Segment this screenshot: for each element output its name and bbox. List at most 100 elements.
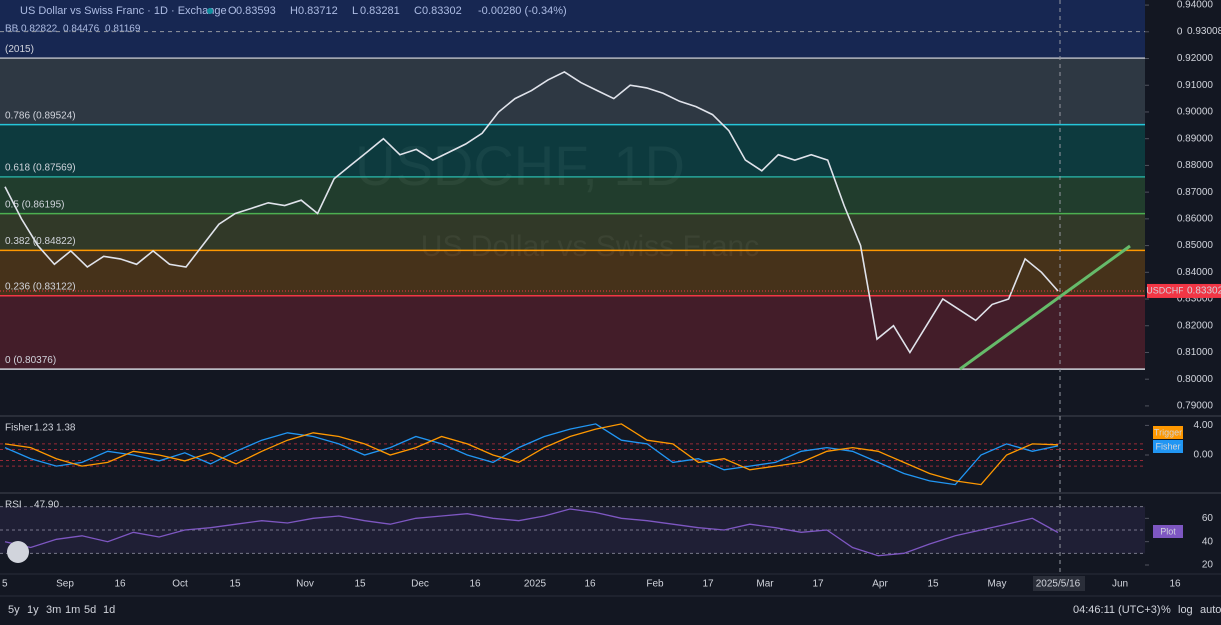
- y-tick-label: 0.79000: [1177, 401, 1214, 412]
- x-tick-label: May: [988, 579, 1007, 590]
- scale-option[interactable]: log: [1178, 604, 1193, 616]
- x-tick-label: 5: [2, 579, 8, 590]
- range-button[interactable]: 5d: [84, 604, 96, 616]
- legend-value: 1.23: [34, 423, 54, 434]
- fib-zone: [0, 124, 1145, 177]
- y-tick-label: 0.90000: [1177, 107, 1214, 118]
- legend-value: 47.90: [34, 500, 59, 511]
- x-tick-label: 15: [354, 579, 366, 590]
- x-tick-label: Jun: [1112, 579, 1128, 590]
- series-line: [4, 423, 1059, 486]
- trend-line: [959, 244, 1131, 371]
- y-tick-label: 0.94000: [1177, 0, 1214, 11]
- y-tick-label: 0.81000: [1177, 347, 1214, 358]
- fib-label: 0.618 (0.87569): [5, 163, 76, 174]
- y-tick-label: 60: [1202, 513, 1214, 524]
- x-tick-label: 16: [469, 579, 481, 590]
- legend-tag: [1153, 440, 1183, 453]
- scale-option[interactable]: auto: [1200, 604, 1221, 616]
- legend-name: Fisher: [1155, 441, 1180, 451]
- ohlc-value: 0.83712: [298, 5, 338, 17]
- fib-zone: [0, 58, 1145, 125]
- x-tick-label: 16: [1169, 579, 1181, 590]
- series-line: [4, 508, 1059, 557]
- price-tag: [1183, 283, 1221, 298]
- fib-zone: [0, 213, 1145, 251]
- ohlc-label: L: [352, 5, 358, 17]
- x-tick-label: 15: [229, 579, 241, 590]
- series-line: [4, 70, 1059, 355]
- y-tick-label: 0.86000: [1177, 213, 1214, 224]
- x-tick-label: Sep: [56, 579, 74, 590]
- range-button[interactable]: 1y: [27, 604, 39, 616]
- watermark: USDCHF, 1D: [355, 134, 685, 197]
- x-tick-label: 15: [927, 579, 939, 590]
- status-dot: [207, 8, 213, 14]
- scale-option[interactable]: %: [1161, 604, 1171, 616]
- watermark-sub: US Dollar vs Swiss Franc: [421, 230, 759, 263]
- y-tick-label: 20: [1202, 560, 1214, 571]
- ohlc-label: H: [290, 5, 298, 17]
- series-line: [4, 423, 1059, 486]
- x-tick-label: 16: [114, 579, 126, 590]
- x-tick-label: Apr: [872, 579, 888, 590]
- fib-label: 0.786 (0.89524): [5, 110, 76, 121]
- y-tick-label: 0.88000: [1177, 160, 1214, 171]
- pane-name: RSI: [5, 500, 22, 511]
- fib-label: (2015): [5, 44, 34, 55]
- fib-zone: [0, 176, 1145, 214]
- legend-name: Plot: [1160, 526, 1176, 536]
- ohlc-label: O: [228, 5, 237, 17]
- clock: 04:46:11 (UTC+3): [1073, 604, 1161, 616]
- y-tick-label: 40: [1202, 536, 1214, 547]
- time-tag: [1033, 576, 1085, 591]
- price-tag-label: 0.83302: [1187, 286, 1221, 297]
- ohlc-value: 0.83281: [360, 5, 400, 17]
- price-tag: [1147, 283, 1183, 298]
- y-tick-label: 0.82000: [1177, 320, 1214, 331]
- y-tick-label: 0.87000: [1177, 187, 1214, 198]
- y-tick-label: 0.80000: [1177, 374, 1214, 385]
- legend-name: Trigger: [1154, 427, 1182, 437]
- pane-name: Fisher: [5, 423, 33, 434]
- x-tick-label: 17: [702, 579, 714, 590]
- x-tick-label: 17: [812, 579, 824, 590]
- ohlc-value: 0.83302: [422, 5, 462, 17]
- y-tick-label: 0.00: [1194, 450, 1214, 461]
- rsi-band: [0, 506, 1145, 554]
- range-button[interactable]: 1m: [65, 604, 80, 616]
- crosshair-label: 0.93008: [1187, 26, 1221, 37]
- crosshair-tag: [1183, 24, 1221, 39]
- y-tick-label: 0.89000: [1177, 133, 1214, 144]
- range-button[interactable]: 1d: [103, 604, 115, 616]
- fib-label: 0.5 (0.86195): [5, 199, 65, 210]
- legend-tag: [1153, 426, 1183, 439]
- logo: [7, 541, 29, 563]
- bb-value: 0.82822: [21, 24, 58, 35]
- range-button[interactable]: 3m: [46, 604, 61, 616]
- price-tag-name: USDCHF: [1146, 285, 1184, 295]
- ohlc-label: C: [414, 5, 422, 17]
- x-tick-label: 16: [584, 579, 596, 590]
- y-tick-label: 0.91000: [1177, 80, 1214, 91]
- fib-label: 0.382 (0.84822): [5, 236, 76, 247]
- x-tick-label: Feb: [646, 579, 664, 590]
- x-tick-label: Dec: [411, 579, 429, 590]
- y-tick-label: 4.00: [1194, 420, 1214, 431]
- x-tick-label: 2025/5/16: [1036, 579, 1081, 590]
- y-tick-label: 0.92000: [1177, 53, 1214, 64]
- fib-label: 0.236 (0.83122): [5, 281, 76, 292]
- bb-value: 0.81169: [105, 24, 141, 35]
- x-tick-label: Nov: [296, 579, 314, 590]
- bb-label: BB: [5, 24, 19, 35]
- ohlc-value: 0.83593: [236, 5, 276, 17]
- fib-zone: [0, 295, 1145, 370]
- x-tick-label: Mar: [756, 579, 774, 590]
- range-button[interactable]: 5y: [8, 604, 20, 616]
- change: -0.00280 (-0.34%): [478, 5, 567, 17]
- x-tick-label: 2025: [524, 579, 547, 590]
- y-tick-label: 0.83000: [1177, 294, 1214, 305]
- y-tick-label: 0.84000: [1177, 267, 1214, 278]
